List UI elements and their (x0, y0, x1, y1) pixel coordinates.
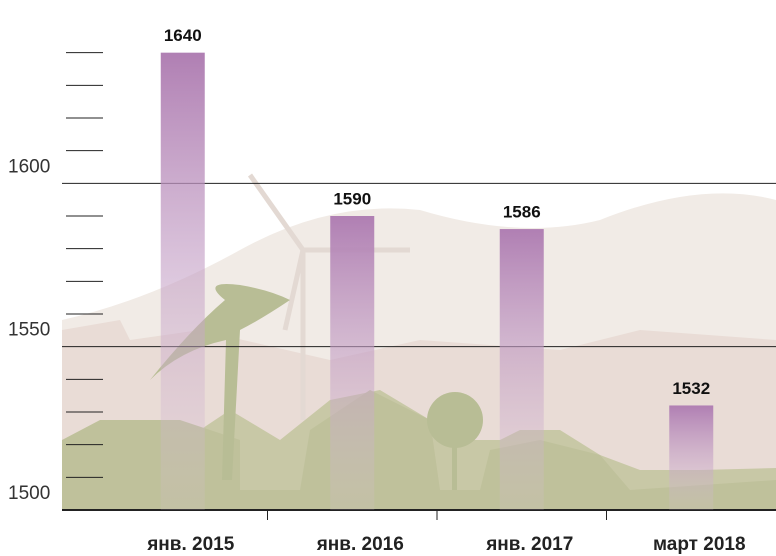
bar (330, 216, 375, 510)
bar (499, 229, 544, 511)
x-tick-label: янв. 2015 (146, 534, 235, 555)
bar (160, 52, 205, 511)
value-label: 1532 (672, 379, 710, 398)
y-tick-label: 1550 (8, 320, 50, 341)
plot-area: 1500 1550 1600 1640 янв. 2015 1590 янв. 2016 15… (8, 26, 776, 555)
x-tick-label: янв. 2016 (316, 534, 404, 555)
value-label: 1590 (333, 189, 371, 208)
background-landscape (62, 173, 776, 511)
x-tick-label: март 2018 (653, 534, 746, 555)
value-label: 1586 (503, 203, 541, 222)
y-tick-label: 1500 (8, 483, 50, 504)
x-tick-label: янв. 2017 (485, 534, 573, 555)
y-tick-label: 1600 (8, 156, 50, 177)
bar (669, 405, 714, 510)
value-label: 1640 (164, 26, 202, 45)
